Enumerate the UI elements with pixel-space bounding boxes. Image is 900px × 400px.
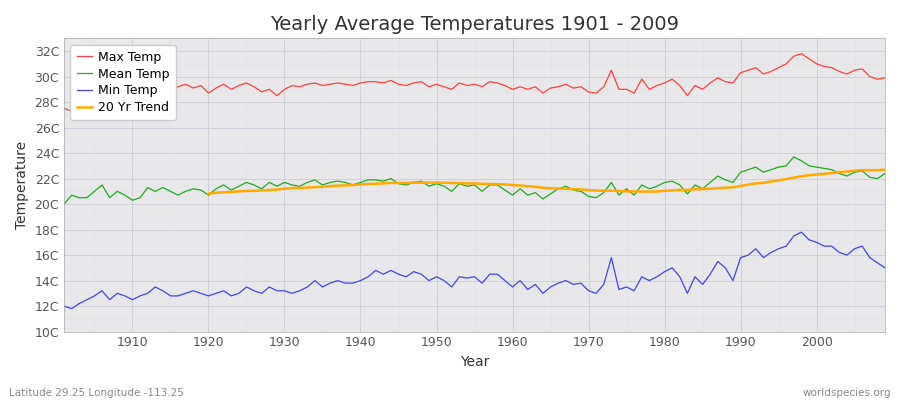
20 Yr Trend [507, 183, 517, 188]
20 Yr Trend [332, 183, 343, 188]
Min Temp [340, 281, 351, 286]
Min Temp [879, 266, 890, 270]
X-axis label: Year: Year [460, 355, 490, 369]
Mean Temp [507, 193, 517, 198]
Line: 20 Yr Trend: 20 Yr Trend [209, 170, 885, 194]
Text: worldspecies.org: worldspecies.org [803, 388, 891, 398]
Mean Temp [500, 188, 510, 192]
Max Temp [67, 109, 77, 114]
Title: Yearly Average Temperatures 1901 - 2009: Yearly Average Temperatures 1901 - 2009 [270, 15, 679, 34]
Legend: Max Temp, Mean Temp, Min Temp, 20 Yr Trend: Max Temp, Mean Temp, Min Temp, 20 Yr Tre… [70, 44, 176, 120]
Max Temp [507, 87, 517, 92]
Max Temp [127, 91, 138, 96]
Max Temp [340, 82, 351, 87]
Mean Temp [120, 193, 130, 198]
Max Temp [796, 51, 806, 56]
20 Yr Trend [879, 167, 890, 172]
Line: Max Temp: Max Temp [64, 54, 885, 111]
Max Temp [879, 76, 890, 80]
Max Temp [58, 106, 69, 111]
20 Yr Trend [500, 182, 510, 187]
Min Temp [796, 230, 806, 234]
Min Temp [507, 284, 517, 289]
Max Temp [606, 68, 616, 73]
Mean Temp [58, 202, 69, 206]
Min Temp [127, 297, 138, 302]
Line: Min Temp: Min Temp [64, 232, 885, 309]
Max Temp [294, 84, 305, 89]
Mean Temp [287, 182, 298, 187]
Y-axis label: Temperature: Temperature [15, 141, 29, 229]
Line: Mean Temp: Mean Temp [64, 157, 885, 204]
Mean Temp [788, 154, 799, 159]
Min Temp [58, 304, 69, 308]
Min Temp [294, 288, 305, 293]
Text: Latitude 29.25 Longitude -113.25: Latitude 29.25 Longitude -113.25 [9, 388, 184, 398]
20 Yr Trend [598, 188, 609, 193]
Mean Temp [879, 171, 890, 176]
Mean Temp [598, 190, 609, 195]
20 Yr Trend [287, 186, 298, 190]
Min Temp [515, 278, 526, 283]
Min Temp [606, 255, 616, 260]
Max Temp [515, 84, 526, 89]
Min Temp [67, 306, 77, 311]
Mean Temp [332, 179, 343, 184]
